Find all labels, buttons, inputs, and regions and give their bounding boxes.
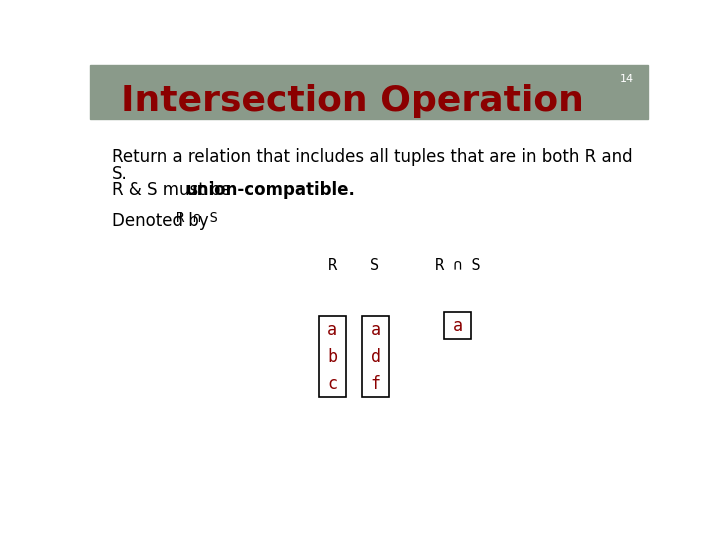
Bar xyxy=(319,316,346,397)
Text: R ∩ S: R ∩ S xyxy=(436,258,481,273)
Text: a: a xyxy=(327,321,337,339)
Text: b: b xyxy=(327,348,337,366)
Text: union-compatible.: union-compatible. xyxy=(186,181,356,199)
Text: R ∩ S: R ∩ S xyxy=(176,211,218,225)
Text: S.: S. xyxy=(112,165,128,183)
Text: Intersection Operation: Intersection Operation xyxy=(121,84,584,118)
Text: S: S xyxy=(370,258,379,273)
Text: Return a relation that includes all tuples that are in both R and: Return a relation that includes all tupl… xyxy=(112,148,633,166)
Text: Denoted by: Denoted by xyxy=(112,212,214,231)
Text: 14: 14 xyxy=(620,74,634,84)
Text: a: a xyxy=(453,317,463,335)
Text: f: f xyxy=(371,375,381,393)
Text: a: a xyxy=(371,321,381,339)
Text: c: c xyxy=(327,375,337,393)
Bar xyxy=(444,312,471,339)
Text: R & S must be: R & S must be xyxy=(112,181,236,199)
Bar xyxy=(90,65,648,119)
Bar xyxy=(362,316,389,397)
Text: R: R xyxy=(328,258,337,273)
Text: d: d xyxy=(371,348,381,366)
